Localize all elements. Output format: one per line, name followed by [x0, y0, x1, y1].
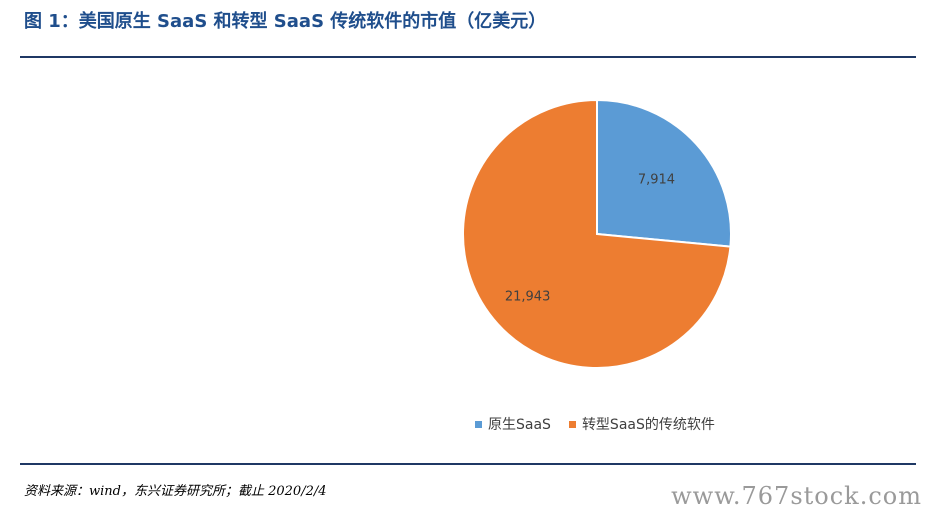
pie-chart: 7,914 21,943 [462, 98, 732, 369]
legend-item-transformed-saas: 转型SaaS的传统软件 [568, 414, 715, 434]
legend-label-transformed-saas: 转型SaaS的传统软件 [581, 417, 715, 433]
data-label-native-saas: 7,914 [638, 172, 675, 187]
chart-legend: 原生SaaS 转型SaaS的传统软件 [475, 414, 733, 434]
top-divider [20, 56, 916, 58]
pie-slice-transformed-saas [462, 98, 732, 369]
source-note: 资料来源：wind，东兴证券研究所；截止 2020/2/4 [24, 484, 327, 499]
legend-label-native-saas: 原生SaaS [488, 417, 551, 433]
data-label-transformed-saas: 21,943 [505, 290, 551, 305]
legend-swatch-transformed-saas [568, 420, 576, 428]
figure-title: 图 1：美国原生 SaaS 和转型 SaaS 传统软件的市值（亿美元） [24, 11, 547, 32]
watermark: www.767stock.com [671, 482, 922, 510]
legend-item-native-saas: 原生SaaS [475, 414, 551, 434]
bottom-divider [20, 463, 916, 465]
pie-slice-native-saas [596, 98, 732, 248]
legend-swatch-native-saas [475, 420, 482, 428]
